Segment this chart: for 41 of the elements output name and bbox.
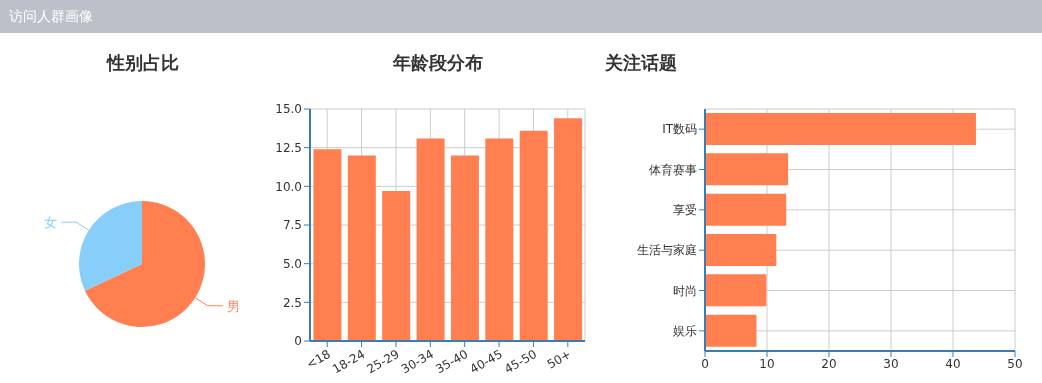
x-tick-label: 10 xyxy=(759,356,775,371)
y-tick-label: 娱乐 xyxy=(673,324,697,339)
slice-label: 男 xyxy=(226,298,240,314)
y-tick-label: IT数码 xyxy=(662,122,697,137)
y-tick-label: 12.5 xyxy=(275,140,302,155)
bar xyxy=(705,234,777,267)
x-tick-label: 50+ xyxy=(544,346,574,372)
x-tick-label: 0 xyxy=(701,356,709,371)
x-tick-label: 30 xyxy=(883,356,899,371)
y-tick-label: 15.0 xyxy=(275,102,302,117)
x-tick-label: 50 xyxy=(1007,356,1023,371)
y-tick-label: 享受 xyxy=(673,203,697,218)
bar xyxy=(554,118,583,341)
x-tick-label: <18 xyxy=(304,346,333,372)
bar xyxy=(705,193,787,226)
y-tick-label: 5.0 xyxy=(282,256,302,271)
y-tick-label: 2.5 xyxy=(282,295,302,310)
y-tick-label: 10.0 xyxy=(275,179,302,194)
bar xyxy=(705,113,976,146)
bar xyxy=(705,153,789,186)
chart-title: 关注话题 xyxy=(605,51,677,75)
bar xyxy=(519,130,548,341)
chart-title: 性别占比 xyxy=(105,51,180,75)
chart-title: 年龄段分布 xyxy=(393,51,483,75)
x-tick-label: 20 xyxy=(821,356,837,371)
bar xyxy=(705,314,757,347)
text: 访问人群画像 xyxy=(9,8,93,26)
bar xyxy=(450,155,479,341)
y-tick-label: 时尚 xyxy=(673,283,697,298)
y-tick-label: 0 xyxy=(294,334,302,349)
bar xyxy=(485,138,514,341)
y-tick-label: 生活与家庭 xyxy=(637,243,697,258)
x-tick-label: 40 xyxy=(945,356,961,371)
bar xyxy=(313,149,342,341)
bar xyxy=(382,190,411,341)
bar xyxy=(347,155,376,341)
y-tick-label: 7.5 xyxy=(282,218,302,233)
slice-label: 女 xyxy=(44,215,58,231)
y-tick-label: 体育赛事 xyxy=(649,162,697,177)
bar xyxy=(705,274,767,307)
bar xyxy=(416,138,445,341)
